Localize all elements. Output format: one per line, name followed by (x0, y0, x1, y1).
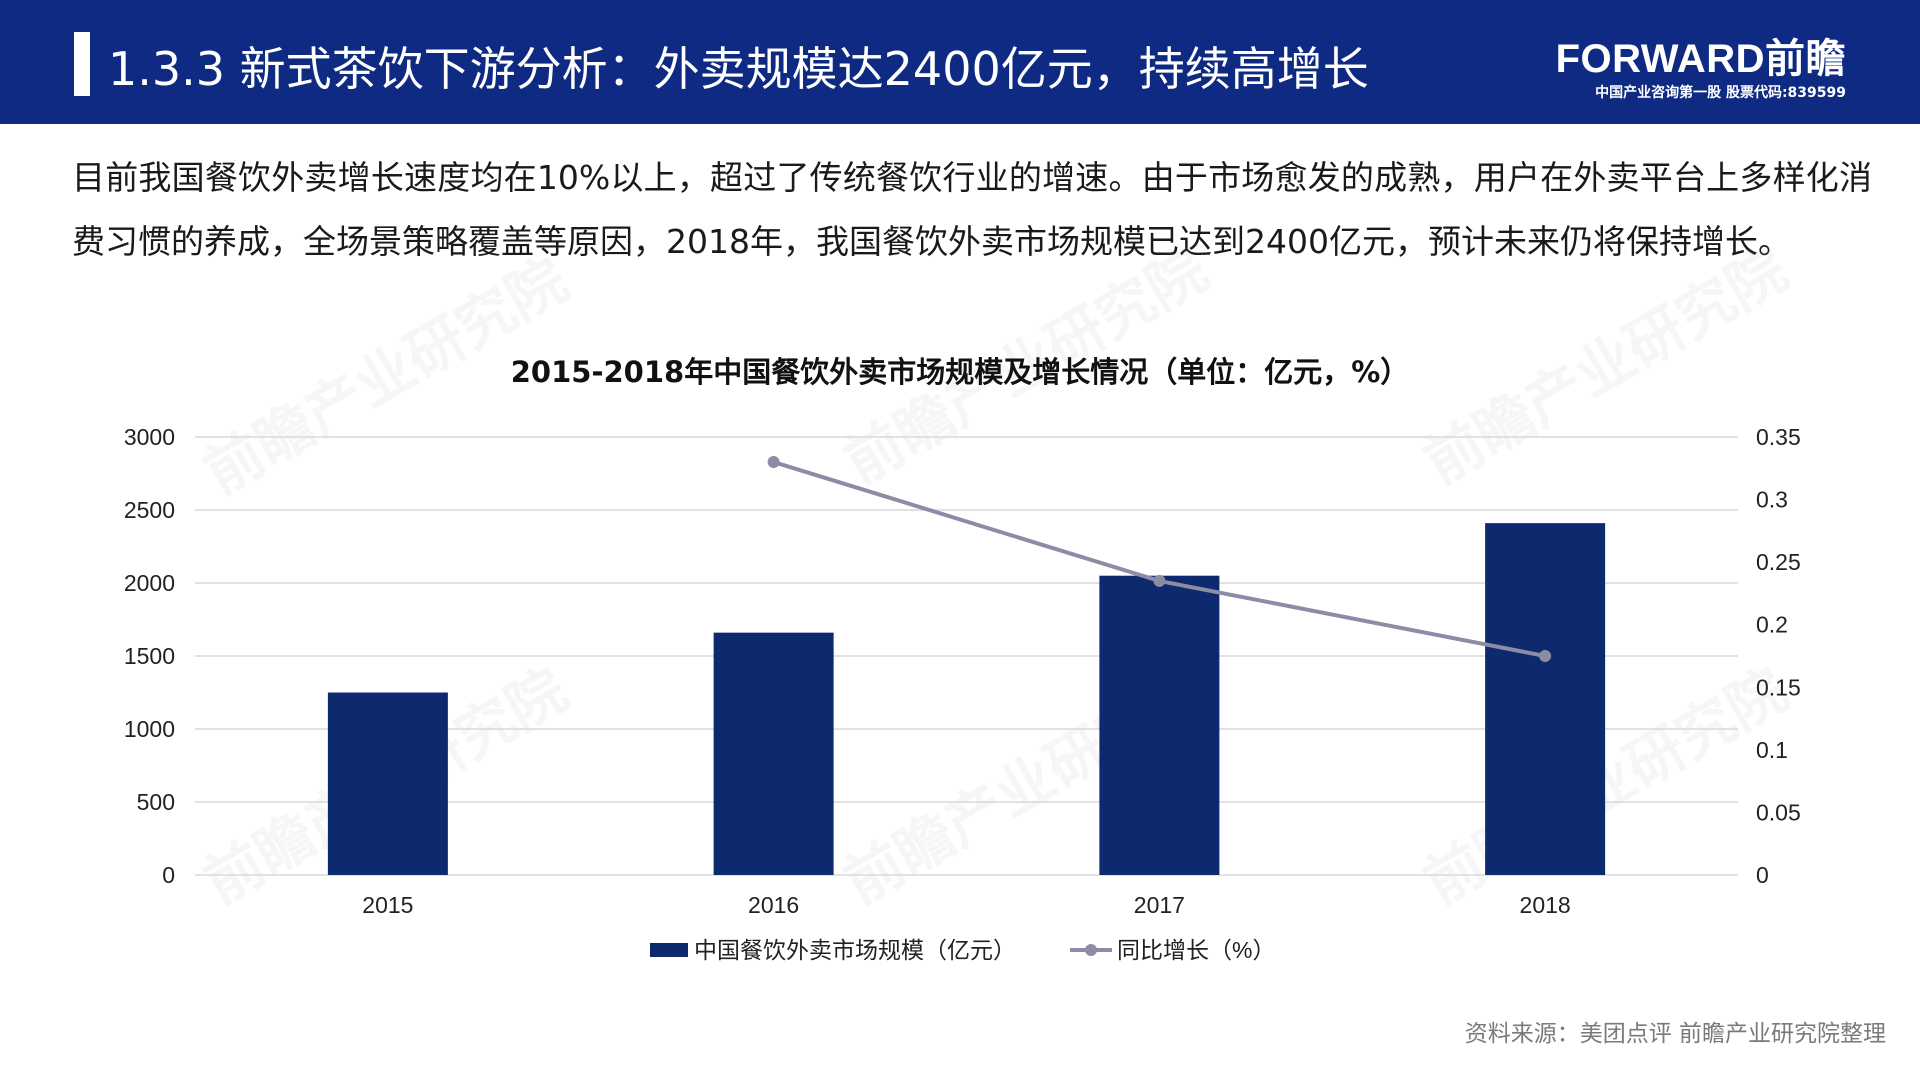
y-right-tick-label: 0.15 (1756, 674, 1801, 700)
y-right-tick-label: 0.2 (1756, 612, 1788, 638)
line-point (767, 456, 780, 469)
line-point (1539, 650, 1552, 662)
y-left-tick-label: 1000 (124, 716, 175, 742)
legend-swatch-point (1085, 944, 1097, 956)
intro-paragraph: 目前我国餐饮外卖增长速度均在10%以上，超过了传统餐饮行业的增速。由于市场愈发的… (72, 158, 1872, 261)
source-note: 资料来源：美团点评 前瞻产业研究院整理 (1464, 1021, 1886, 1047)
y-left-tick-label: 0 (162, 862, 175, 888)
forward-logo: FORWARD前瞻 中国产业咨询第一股 股票代码:839599 (1546, 36, 1846, 104)
logo-tagline: 中国产业咨询第一股 股票代码:839599 (1595, 85, 1846, 101)
y-right-tick-label: 0.1 (1756, 737, 1788, 763)
y-left-tick-label: 3000 (124, 424, 175, 450)
line-point (1153, 574, 1166, 587)
bar (1099, 575, 1220, 875)
legend-swatch-bar (650, 943, 688, 957)
legend-label: 同比增长（%） (1117, 937, 1275, 963)
y-left-tick-label: 2000 (124, 570, 175, 596)
header-banner: 1.3.3 新式茶饮下游分析：外卖规模达2400亿元，持续高增长 FORWARD… (0, 0, 1920, 124)
y-right-tick-label: 0.05 (1756, 799, 1801, 825)
legend-label: 中国餐饮外卖市场规模（亿元） (694, 937, 1016, 963)
y-left-tick-label: 500 (137, 789, 175, 815)
x-tick-label: 2017 (1134, 892, 1185, 918)
y-left-tick-label: 2500 (124, 497, 175, 523)
y-right-tick-label: 0 (1756, 862, 1769, 888)
y-right-tick-label: 0.35 (1756, 424, 1801, 450)
bar (327, 692, 448, 875)
bar (713, 632, 834, 875)
x-tick-label: 2015 (362, 892, 413, 918)
chart-title: 2015-2018年中国餐饮外卖市场规模及增长情况（单位：亿元，%） (510, 355, 1410, 389)
y-right-tick-label: 0.25 (1756, 549, 1801, 575)
x-tick-label: 2018 (1520, 892, 1571, 918)
bar (1485, 523, 1606, 875)
title-accent-bar (74, 32, 90, 96)
y-right-tick-label: 0.3 (1756, 487, 1788, 513)
x-tick-label: 2016 (748, 892, 799, 918)
page-title: 1.3.3 新式茶饮下游分析：外卖规模达2400亿元，持续高增长 (108, 42, 1369, 96)
y-left-tick-label: 1500 (124, 643, 175, 669)
logo-wordmark: FORWARD前瞻 (1555, 37, 1846, 81)
